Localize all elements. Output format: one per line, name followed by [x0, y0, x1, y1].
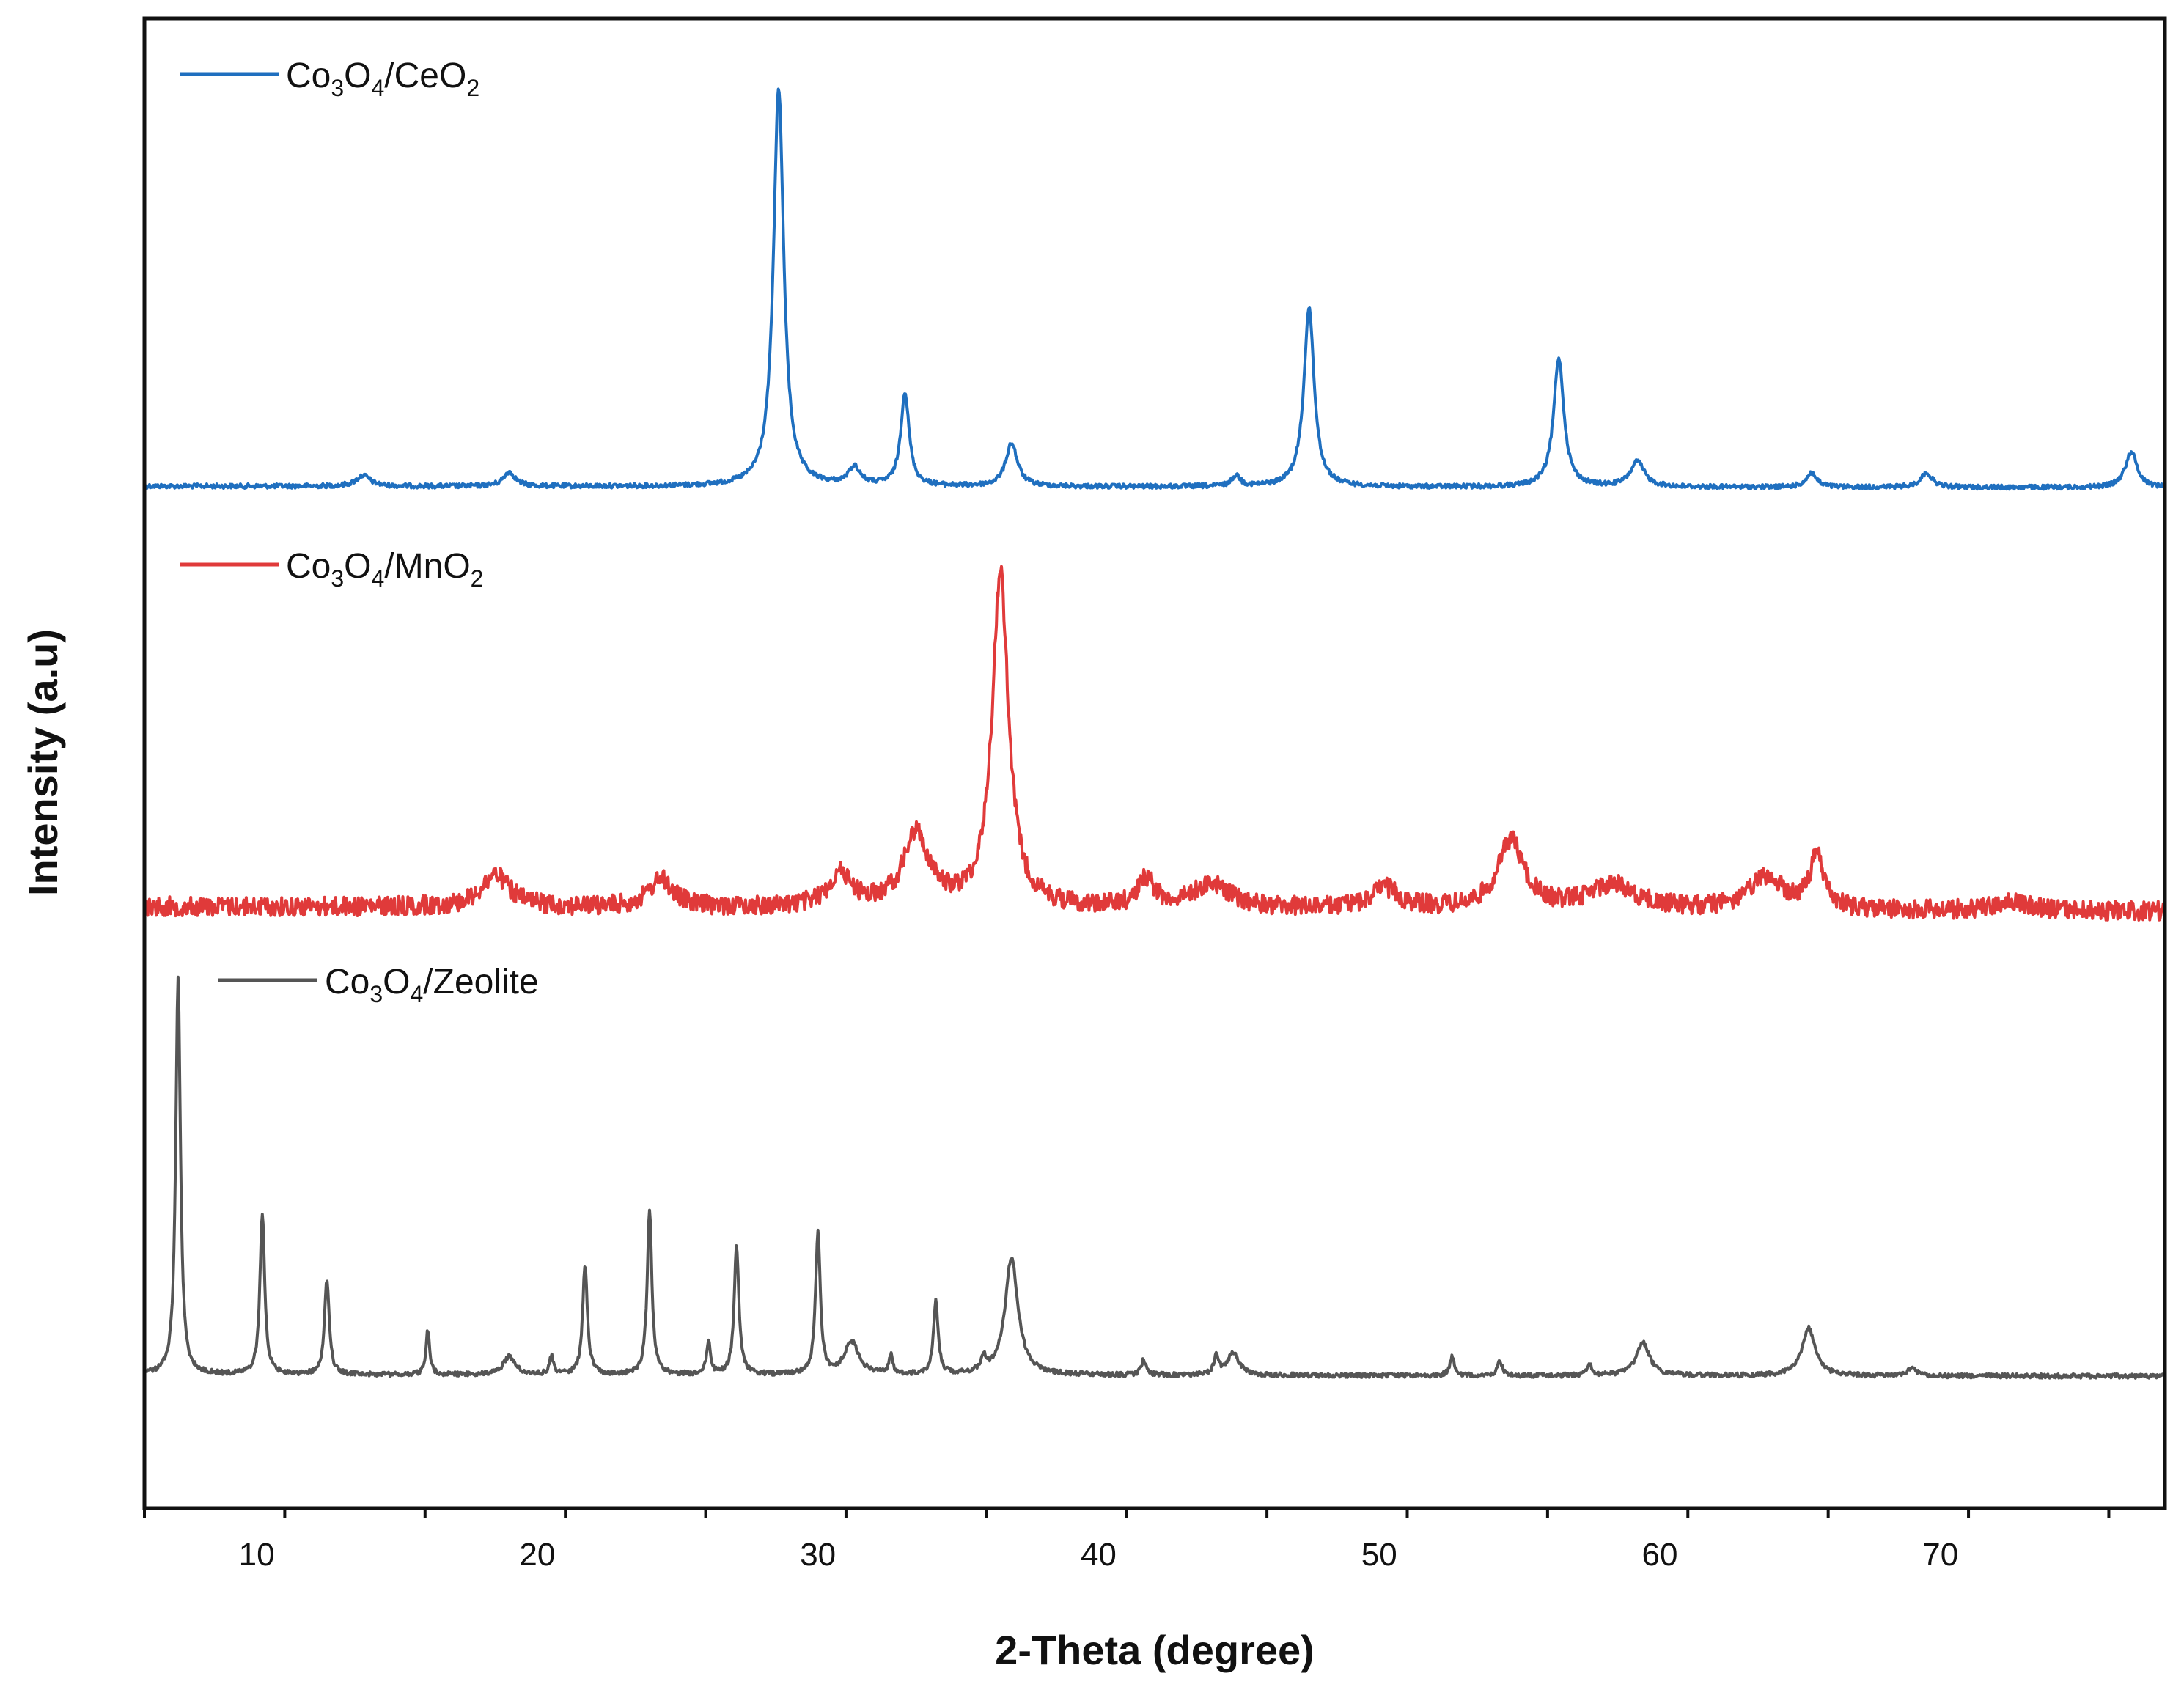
x-tick-label: 40: [1081, 1537, 1117, 1573]
x-tick-label: 70: [1922, 1537, 1958, 1573]
series-line: [143, 975, 2166, 1380]
legend-label-co3o4-ceo2: Co3O4/CeO2: [286, 56, 479, 101]
series-line: [143, 565, 2166, 922]
x-tick-label: 60: [1642, 1537, 1678, 1573]
legend-label-co3o4-zeolite: Co3O4/Zeolite: [325, 963, 539, 1007]
legend-co3o4-mno2: Co3O4/MnO2: [180, 547, 483, 592]
x-tick-label: 20: [519, 1537, 555, 1573]
y-axis-title: Intensity (a.u): [20, 629, 66, 896]
x-tick-label: 10: [239, 1537, 275, 1573]
legend-co3o4-zeolite: Co3O4/Zeolite: [218, 963, 539, 1007]
plot-lines: [143, 87, 2166, 1380]
x-axis-title: 2-Theta (degree): [995, 1627, 1315, 1673]
x-tick-label: 50: [1361, 1537, 1397, 1573]
plot-frame: [142, 16, 2167, 1510]
x-tick-label: 30: [800, 1537, 836, 1573]
legend-co3o4-ceo2: Co3O4/CeO2: [180, 56, 479, 101]
legend-label-co3o4-mno2: Co3O4/MnO2: [286, 547, 483, 592]
series-line: [143, 87, 2166, 491]
x-axis-ticks: 10 20 30 40 50 60 70: [143, 1508, 2111, 1573]
